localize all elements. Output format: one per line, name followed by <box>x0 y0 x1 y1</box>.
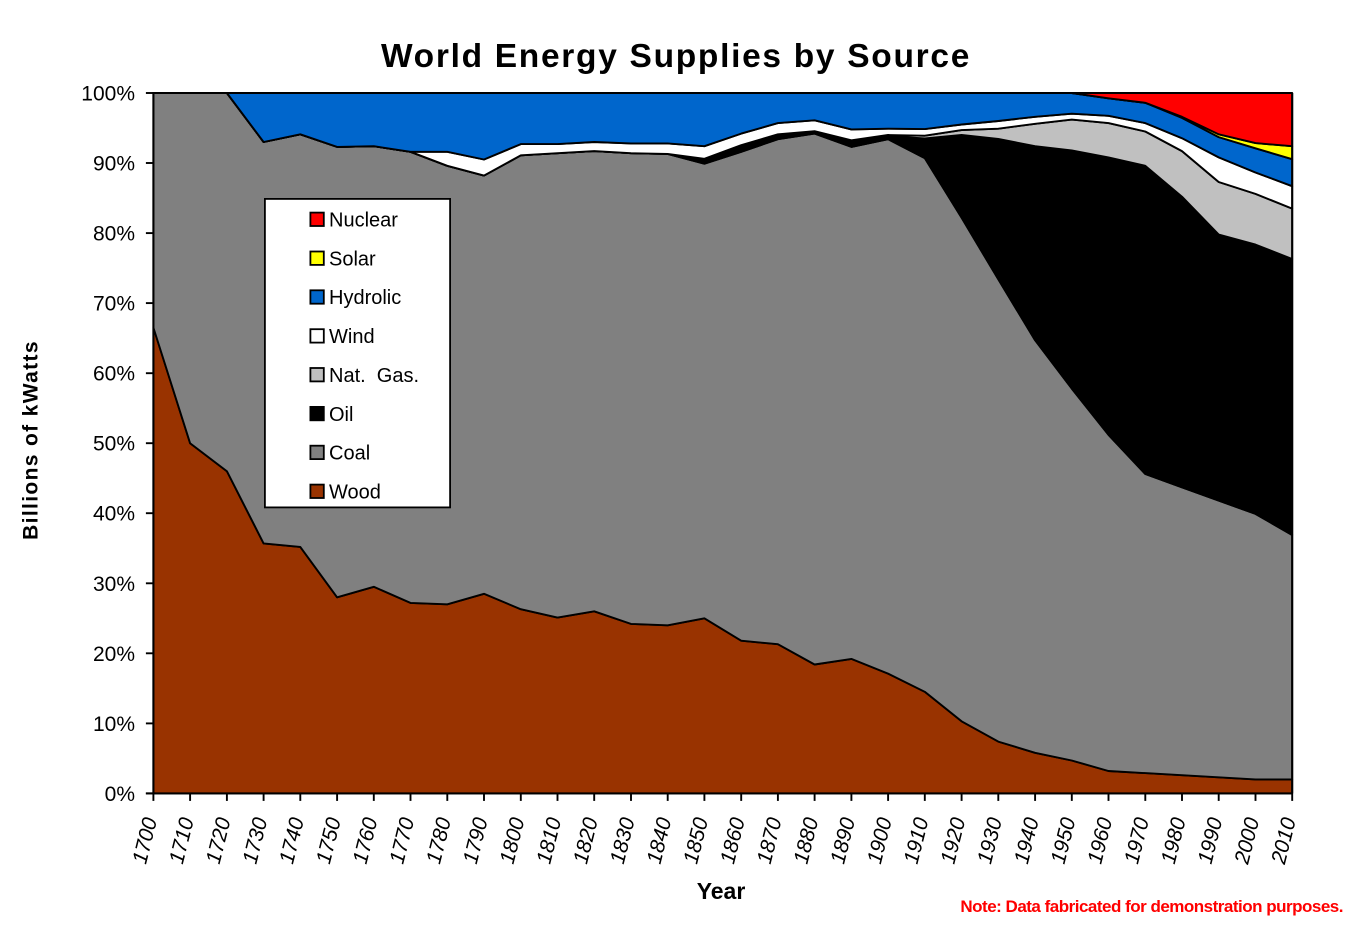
svg-text:100%: 100% <box>81 83 135 106</box>
svg-text:10%: 10% <box>93 713 135 736</box>
svg-text:Nuclear: Nuclear <box>329 210 398 232</box>
svg-text:Coal: Coal <box>329 443 370 465</box>
svg-text:80%: 80% <box>93 223 135 246</box>
svg-text:Year: Year <box>697 878 746 904</box>
svg-text:Billions of kWatts: Billions of kWatts <box>20 340 43 540</box>
svg-text:Solar: Solar <box>329 248 376 270</box>
svg-text:Note: Data fabricated for demo: Note: Data fabricated for demonstration … <box>960 897 1343 916</box>
svg-text:40%: 40% <box>93 503 135 526</box>
svg-text:Hydrolic: Hydrolic <box>329 287 401 309</box>
svg-text:Wind: Wind <box>329 326 375 348</box>
svg-text:90%: 90% <box>93 153 135 176</box>
svg-text:Wood: Wood <box>329 481 381 503</box>
svg-text:50%: 50% <box>93 433 135 456</box>
svg-text:Nat. Gas.: Nat. Gas. <box>329 365 419 387</box>
svg-text:World Energy Supplies by Sourc: World Energy Supplies by Source <box>381 38 971 75</box>
svg-text:70%: 70% <box>93 293 135 316</box>
svg-text:20%: 20% <box>93 643 135 666</box>
svg-text:60%: 60% <box>93 363 135 386</box>
svg-text:Oil: Oil <box>329 404 353 426</box>
svg-text:30%: 30% <box>93 573 135 596</box>
svg-text:0%: 0% <box>105 783 135 806</box>
